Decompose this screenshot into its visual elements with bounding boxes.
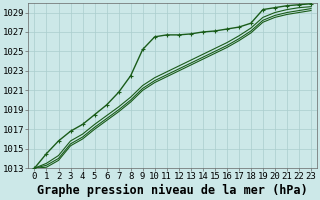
X-axis label: Graphe pression niveau de la mer (hPa): Graphe pression niveau de la mer (hPa) (37, 184, 308, 197)
